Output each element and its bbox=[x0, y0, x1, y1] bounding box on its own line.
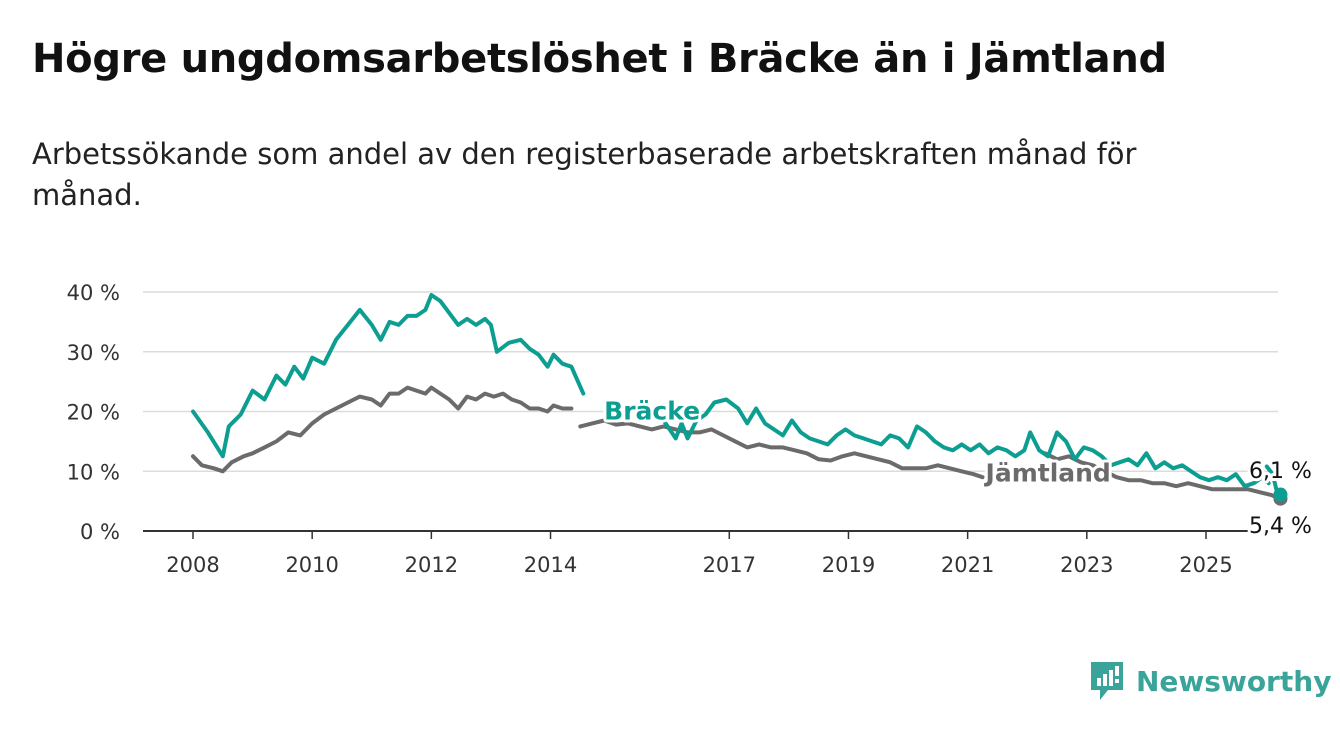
jamtland-series-label: Jämtland bbox=[984, 459, 1111, 488]
x-tick-label: 2008 bbox=[166, 553, 219, 577]
x-tick-label: 2017 bbox=[703, 553, 756, 577]
bracke-series-line bbox=[661, 397, 1271, 489]
brand-name: Newsworthy bbox=[1136, 664, 1332, 698]
jamtland-end-value-label: 5,4 % bbox=[1249, 514, 1312, 539]
bracke-series-line bbox=[191, 293, 586, 459]
x-axis-tick-labels: 2008 2010 2012 2014 2017 2019 2021 2023 2025 bbox=[166, 553, 1232, 577]
y-tick-label: 20 % bbox=[67, 401, 120, 425]
series-lines bbox=[191, 293, 1288, 506]
y-tick-label: 10 % bbox=[67, 460, 120, 484]
bracke-series-label: Bräcke bbox=[604, 397, 700, 426]
jamtland-series-line bbox=[578, 418, 985, 480]
newsworthy-brand: Newsworthy bbox=[1088, 660, 1331, 702]
x-tick-label: 2014 bbox=[524, 553, 577, 577]
y-tick-label: 0 % bbox=[80, 520, 120, 544]
series-labels: Bräcke Jämtland 6,1 % 5,4 % bbox=[601, 394, 1315, 543]
jamtland-series-line bbox=[191, 385, 574, 474]
y-tick-label: 40 % bbox=[67, 281, 120, 305]
x-tick-label: 2021 bbox=[941, 553, 994, 577]
x-tick-label: 2025 bbox=[1179, 553, 1232, 577]
x-tick-label: 2023 bbox=[1060, 553, 1113, 577]
x-tick-label: 2010 bbox=[285, 553, 338, 577]
chart-title: Högre ungdomsarbetslöshet i Bräcke än i … bbox=[32, 36, 1167, 82]
y-tick-label: 30 % bbox=[67, 341, 120, 365]
gridlines bbox=[143, 291, 1278, 539]
y-axis-tick-labels: 0 % 10 % 20 % 30 % 40 % bbox=[67, 281, 120, 544]
bracke-end-point bbox=[1273, 487, 1288, 502]
x-tick-label: 2012 bbox=[405, 553, 458, 577]
bracke-end-value-label: 6,1 % bbox=[1249, 459, 1312, 484]
chart-subtitle: Arbetssökande som andel av den registerb… bbox=[32, 137, 1137, 212]
newsworthy-logo-icon bbox=[1091, 662, 1123, 700]
jamtland-series-line bbox=[1043, 451, 1283, 501]
x-tick-label: 2019 bbox=[822, 553, 875, 577]
